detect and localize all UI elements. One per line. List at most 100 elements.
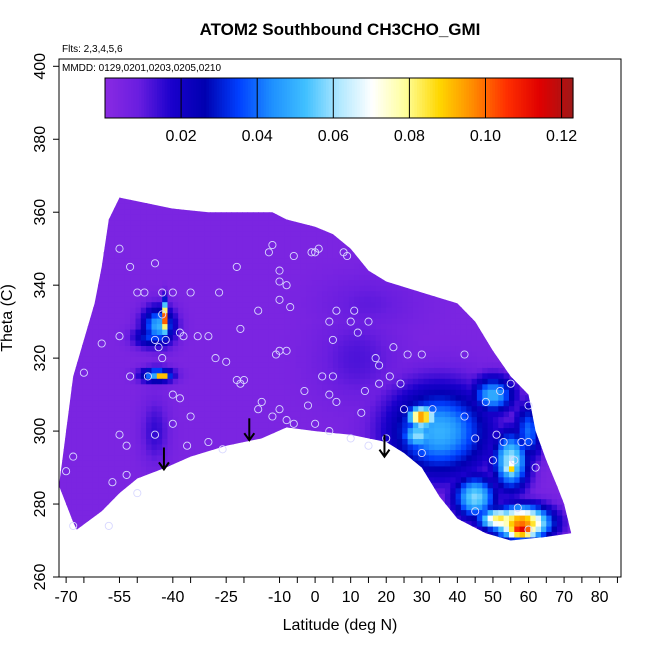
heat-cell xyxy=(59,274,62,281)
heat-cell xyxy=(418,203,425,210)
heat-cell xyxy=(375,509,382,516)
heat-cell xyxy=(146,246,152,253)
heat-cell xyxy=(332,290,339,297)
heat-cell xyxy=(119,339,126,346)
heat-cell xyxy=(316,334,323,341)
heat-cell xyxy=(316,285,323,292)
heat-cell xyxy=(60,356,67,363)
heat-cell xyxy=(428,350,435,357)
heat-cell xyxy=(183,203,190,210)
heat-cell xyxy=(151,318,158,325)
heat-cell xyxy=(194,187,200,193)
heat-cell xyxy=(348,225,355,232)
heat-cell xyxy=(66,187,72,193)
heat-cell xyxy=(279,307,286,314)
heat-cell xyxy=(322,504,329,511)
heat-cell xyxy=(220,460,227,467)
heat-cell xyxy=(87,312,94,319)
heat-cell xyxy=(82,515,88,522)
heat-cell xyxy=(364,334,371,341)
heat-cell xyxy=(412,531,419,538)
heat-cell xyxy=(327,203,334,210)
heat-cell xyxy=(450,339,457,346)
heat-cell xyxy=(391,378,398,385)
heat-cell xyxy=(231,197,238,199)
heat-cell xyxy=(236,339,243,346)
heat-cell xyxy=(263,263,270,270)
heat-cell xyxy=(258,225,265,232)
heat-cell xyxy=(402,438,409,445)
heat-cell xyxy=(188,197,195,199)
heat-cell xyxy=(354,323,361,330)
heat-cell xyxy=(348,520,355,527)
heat-cell xyxy=(338,482,345,489)
heat-cell xyxy=(59,356,62,363)
heat-cell xyxy=(375,389,382,396)
heat-cell xyxy=(316,515,323,522)
heat-cell xyxy=(311,367,318,374)
heat-cell xyxy=(119,525,126,532)
heat-cell xyxy=(290,536,297,541)
heat-cell xyxy=(98,307,104,314)
heat-cell xyxy=(242,454,249,461)
heat-cell xyxy=(220,405,227,412)
heat-cell xyxy=(76,372,83,379)
heat-cell xyxy=(338,339,345,346)
heat-cell xyxy=(268,389,275,396)
heat-cell xyxy=(210,520,217,527)
heat-cell xyxy=(92,197,99,204)
heat-cell xyxy=(140,443,147,450)
heat-cell xyxy=(204,323,211,330)
heat-cell xyxy=(98,498,104,505)
heat-cell xyxy=(348,515,355,522)
heat-cell xyxy=(59,389,62,396)
heat-cell xyxy=(428,323,435,330)
heat-cell xyxy=(455,509,462,516)
heat-cell xyxy=(71,318,78,325)
heat-cell xyxy=(284,449,291,456)
heat-cell xyxy=(98,263,104,270)
heat-cell xyxy=(140,520,147,527)
heat-cell xyxy=(98,339,104,346)
heat-cell xyxy=(418,235,425,242)
heat-cell xyxy=(98,443,104,450)
heat-cell xyxy=(386,230,393,237)
heat-cell xyxy=(146,449,152,456)
heat-cell xyxy=(439,241,446,248)
heat-cell xyxy=(412,339,419,346)
heat-cell xyxy=(124,411,131,418)
heat-cell xyxy=(407,438,414,445)
heat-cell xyxy=(92,372,99,379)
heat-cell xyxy=(226,427,233,434)
heat-cell xyxy=(434,515,441,522)
heat-cell xyxy=(204,246,211,253)
heat-cell xyxy=(124,487,131,494)
heat-cell xyxy=(364,241,371,248)
heat-cell xyxy=(183,296,190,303)
heat-cell xyxy=(167,279,174,286)
heat-cell xyxy=(82,241,88,248)
heat-cell xyxy=(66,416,72,423)
heat-cell xyxy=(263,416,270,423)
heat-cell xyxy=(322,339,329,346)
heat-cell xyxy=(423,279,430,286)
heat-cell xyxy=(412,257,419,264)
heat-cell xyxy=(327,449,334,456)
heat-cell xyxy=(172,197,179,199)
heat-cell xyxy=(391,290,398,297)
heat-cell xyxy=(215,214,222,221)
heat-cell xyxy=(151,509,158,516)
heat-cell xyxy=(220,197,227,204)
heat-cell xyxy=(210,383,217,390)
heat-cell xyxy=(114,482,120,489)
heat-cell xyxy=(66,323,72,330)
heat-cell xyxy=(455,536,462,541)
heat-cell xyxy=(279,328,286,335)
heat-cell xyxy=(76,504,83,511)
heat-cell xyxy=(364,383,371,390)
heat-cell xyxy=(87,367,94,374)
heat-cell xyxy=(338,400,345,407)
heat-cell xyxy=(402,257,409,264)
heat-cell xyxy=(311,411,318,418)
